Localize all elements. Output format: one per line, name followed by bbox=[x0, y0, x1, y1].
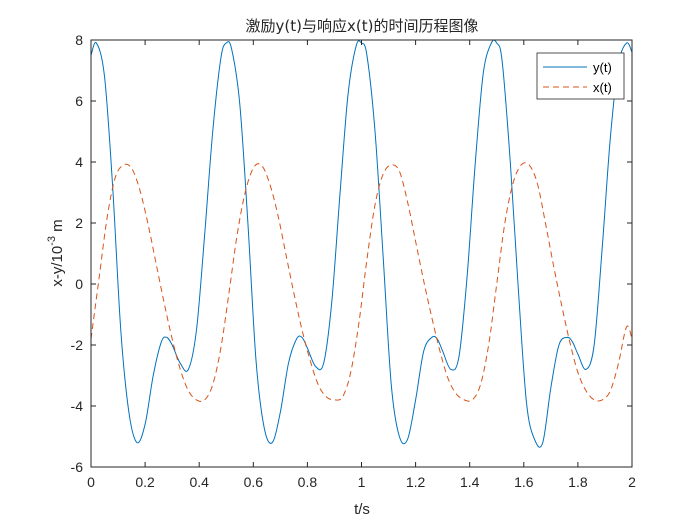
legend: y(t) x(t) bbox=[536, 52, 625, 100]
y-tick-label: 2 bbox=[75, 215, 83, 231]
y-axis-label-unit: m bbox=[49, 219, 66, 236]
x-tick-label: 2 bbox=[628, 474, 636, 490]
y-tick-label: 4 bbox=[75, 154, 83, 170]
series-line-x bbox=[90, 162, 633, 402]
x-tick-label: 1.6 bbox=[514, 474, 534, 490]
chart-title: 激励y(t)与响应x(t)的时间历程图像 bbox=[246, 17, 479, 35]
y-tick-label: 0 bbox=[75, 276, 83, 292]
y-axis-label-exponent: -3 bbox=[46, 236, 58, 246]
legend-label-y: y(t) bbox=[593, 60, 612, 75]
y-tick-label: 6 bbox=[75, 93, 83, 109]
x-tick-label: 1.2 bbox=[406, 474, 426, 490]
y-axis-label: x-y/10-3 m bbox=[46, 219, 66, 286]
y-tick-label: -6 bbox=[71, 459, 84, 475]
x-tick-label: 0.6 bbox=[244, 474, 264, 490]
y-tick-label: 8 bbox=[75, 32, 83, 48]
y-axis-label-base: x-y/10 bbox=[49, 246, 66, 287]
x-tick-label: 1 bbox=[358, 474, 366, 490]
x-tick-label: 0.2 bbox=[135, 474, 155, 490]
legend-label-x: x(t) bbox=[593, 80, 612, 95]
x-tick-label: 1.8 bbox=[568, 474, 588, 490]
y-tick-label: -2 bbox=[71, 337, 84, 353]
tick-layer: 0 0.2 0.4 0.6 0.8 1 1.2 1.4 1.6 1.8 2 -6 -4 -2 0 2 4 6 8 bbox=[71, 32, 637, 490]
x-tick-label: 0 bbox=[87, 474, 95, 490]
legend-box bbox=[536, 52, 625, 100]
plot-area bbox=[91, 40, 632, 467]
x-tick-label: 0.4 bbox=[189, 474, 209, 490]
y-tick-label: -4 bbox=[71, 398, 84, 414]
x-axis-label: t/s bbox=[354, 501, 370, 518]
x-tick-label: 1.4 bbox=[460, 474, 480, 490]
x-tick-label: 0.8 bbox=[298, 474, 318, 490]
